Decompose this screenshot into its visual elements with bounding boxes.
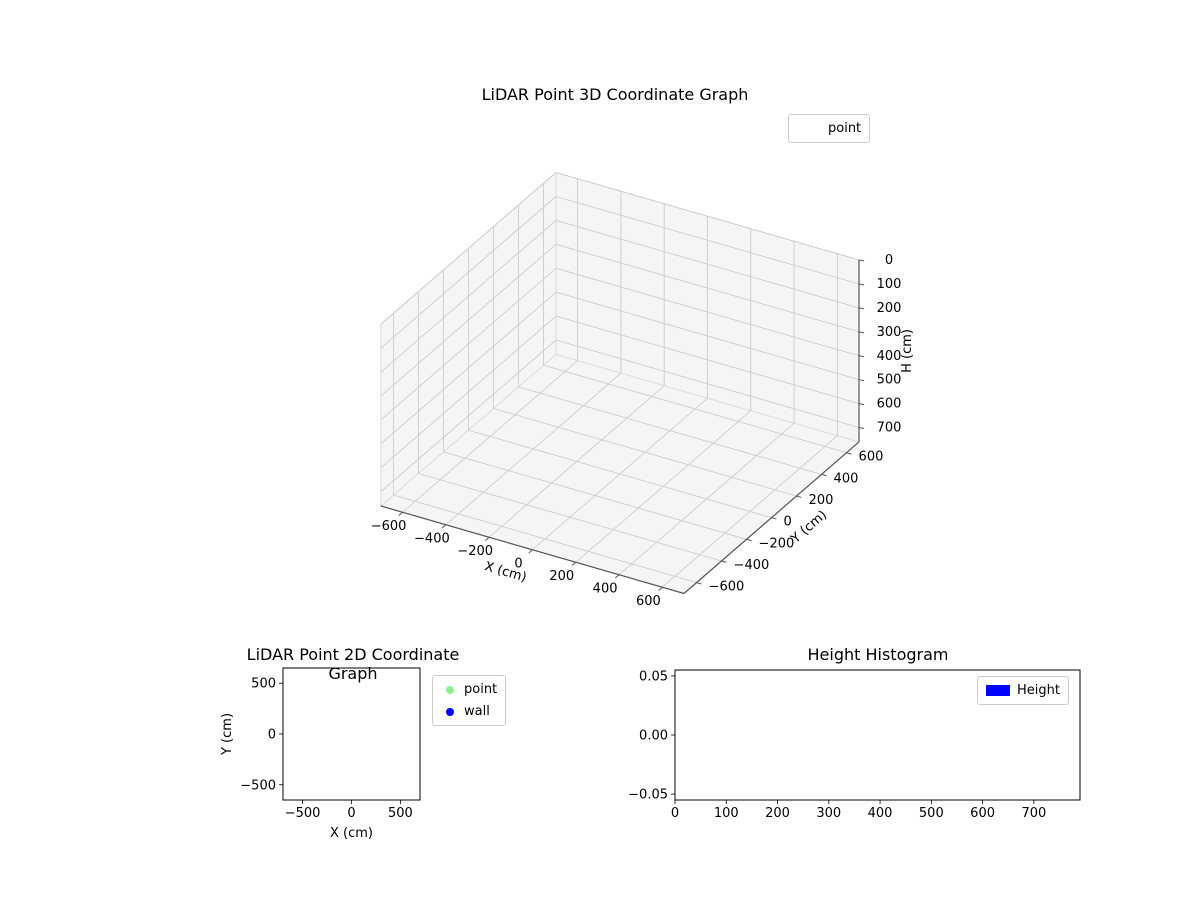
plot3d-x-tick-label: −600: [371, 519, 407, 534]
plot3d-x-tick-label: −200: [457, 544, 493, 559]
histogram-x-tick-label: 600: [970, 806, 995, 821]
plot3d-legend: point: [788, 114, 871, 143]
plot2d-y-tick-label: 0: [268, 728, 276, 743]
legend-entry-point: point: [441, 680, 497, 699]
plot3d-y-tick-label: −400: [734, 558, 770, 573]
histogram-x-tick-label: 300: [816, 806, 841, 821]
plot3d-y-tick-label: −200: [759, 536, 795, 551]
histogram: 0 100 200 300 400 500 600 700 −0.05 0.00 0.05: [628, 669, 1081, 821]
histogram-x-tick-label: 200: [765, 806, 790, 821]
plot3d-z-tick-label: 600: [877, 397, 902, 412]
plot3d-z-tick-label: 200: [877, 301, 902, 316]
plot3d-x-tick-label: 400: [593, 582, 618, 597]
plot2d-y-tick-label: −500: [240, 778, 276, 793]
plot3d-ticks: −600−400−2000200400600−600−400−200020040…: [371, 253, 902, 609]
plot3d-x-tick-label: 0: [514, 557, 522, 572]
height-patch-icon: [986, 685, 1010, 696]
plot3d-x-tick-label: −400: [414, 532, 450, 547]
histogram-y-tick-label: −0.05: [628, 788, 668, 803]
legend-label-wall: wall: [464, 704, 490, 719]
legend-label-point: point: [464, 682, 498, 697]
plot2d-frame: [282, 667, 421, 801]
plot3d-z-tick-label: 300: [877, 325, 902, 340]
plot3d-z-tick-label: 700: [877, 421, 902, 436]
plot3d-z-tick-label: 500: [877, 373, 902, 388]
plot3d-z-tick-label: 400: [877, 349, 902, 364]
histogram-x-tick-label: 400: [868, 806, 893, 821]
plot3d-x-tick-label: 600: [636, 594, 661, 609]
histogram-y-tick-label: 0.05: [639, 669, 668, 684]
wall-marker-icon: [446, 707, 454, 716]
plot2d-xlabel: X (cm): [330, 826, 373, 841]
plot3d-z-tick-label: 0: [885, 253, 893, 268]
plot3d-grid: [380, 172, 860, 588]
plot3d-y-tick-label: 400: [834, 471, 859, 486]
plot3d-z-tick-label: 100: [877, 277, 902, 292]
plot3d-x-tick-label: 200: [549, 569, 574, 584]
plot2d-x-tick-label: −500: [285, 806, 321, 821]
plot3d-ylabel: Y (cm): [788, 508, 830, 548]
plot3d-y-tick-label: 600: [859, 450, 884, 465]
plot3d-y-tick-label: 0: [784, 515, 792, 530]
plot2d-x-tick-label: 0: [347, 806, 355, 821]
legend-label-point: point: [828, 121, 862, 136]
plot3d-y-tick-label: −600: [709, 580, 745, 595]
plot2d-title: LiDAR Point 2D Coordinate Graph: [246, 645, 460, 683]
histogram-x-tick-label: 500: [919, 806, 944, 821]
plot2d-legend: point wall: [432, 675, 507, 726]
legend-entry-wall: wall: [441, 702, 497, 721]
plot2d-ylabel: Y (cm): [220, 713, 235, 756]
legend-entry-point: point: [797, 119, 861, 138]
plot3d-zlabel: H (cm): [900, 329, 915, 373]
legend-label-height: Height: [1017, 683, 1060, 698]
plot3d-axes: −600−400−2000200400600−600−400−200020040…: [371, 171, 915, 609]
histogram-x-tick-label: 0: [671, 806, 679, 821]
histogram-x-tick-label: 100: [714, 806, 739, 821]
plot3d-y-tick-label: 200: [809, 493, 834, 508]
plot2d: −500 0 500 −500 0 500 X (cm) Y (cm): [220, 667, 421, 841]
plot2d-y-tick-label: 500: [251, 677, 276, 692]
histogram-y-tick-label: 0.00: [639, 729, 668, 744]
plot3d-title: LiDAR Point 3D Coordinate Graph: [481, 85, 749, 104]
legend-entry-height: Height: [986, 681, 1060, 700]
point-marker-icon: [446, 685, 454, 694]
empty-marker-icon: [797, 124, 821, 133]
plot2d-x-tick-label: 500: [388, 806, 413, 821]
histogram-title: Height Histogram: [807, 645, 949, 664]
histogram-legend: Height: [977, 676, 1069, 705]
histogram-x-tick-label: 700: [1021, 806, 1046, 821]
